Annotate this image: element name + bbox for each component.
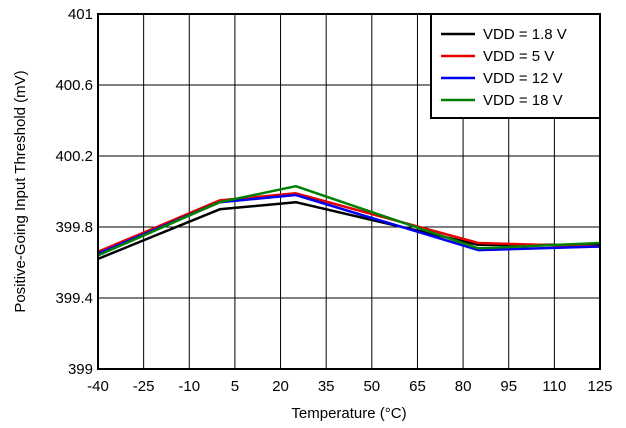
x-tick-label: -40 — [87, 378, 109, 395]
series-lines — [97, 184, 601, 261]
x-tick-label: 20 — [272, 378, 289, 395]
legend-label: VDD = 1.8 V — [483, 26, 567, 43]
y-tick-label: 401 — [68, 6, 93, 23]
y-tick-label: 400.2 — [55, 148, 93, 165]
y-tick-label: 399.8 — [55, 219, 93, 236]
x-tick-label: 65 — [409, 378, 426, 395]
legend-label: VDD = 5 V — [483, 48, 554, 65]
y-axis-ticks: 399 399.4 399.8 400.2 400.6 401 — [55, 6, 93, 378]
x-tick-label: 5 — [231, 378, 239, 395]
y-tick-label: 400.6 — [55, 77, 93, 94]
x-tick-label: 80 — [455, 378, 472, 395]
x-tick-label: -10 — [178, 378, 200, 395]
x-tick-label: 95 — [500, 378, 517, 395]
series-line-vdd-5-v — [97, 192, 601, 253]
y-axis-title: Positive-Going Input Threshold (mV) — [12, 70, 29, 312]
y-tick-label: 399 — [68, 361, 93, 378]
y-tick-label: 399.4 — [55, 290, 93, 307]
series-line-vdd-18-v — [97, 184, 601, 257]
legend-label: VDD = 18 V — [483, 92, 563, 109]
plot-frame — [97, 13, 601, 370]
x-axis-ticks: -40 -25 -10 5 20 35 50 65 80 95 110 125 — [87, 378, 612, 395]
x-tick-label: 125 — [587, 378, 612, 395]
x-tick-label: -25 — [133, 378, 155, 395]
x-axis-title: Temperature (°C) — [291, 405, 406, 422]
legend: VDD = 1.8 V VDD = 5 V VDD = 12 V VDD = 18 V — [430, 13, 601, 119]
x-tick-label: 35 — [318, 378, 335, 395]
x-tick-label: 50 — [363, 378, 380, 395]
legend-label: VDD = 12 V — [483, 70, 563, 87]
x-tick-label: 110 — [542, 378, 566, 395]
